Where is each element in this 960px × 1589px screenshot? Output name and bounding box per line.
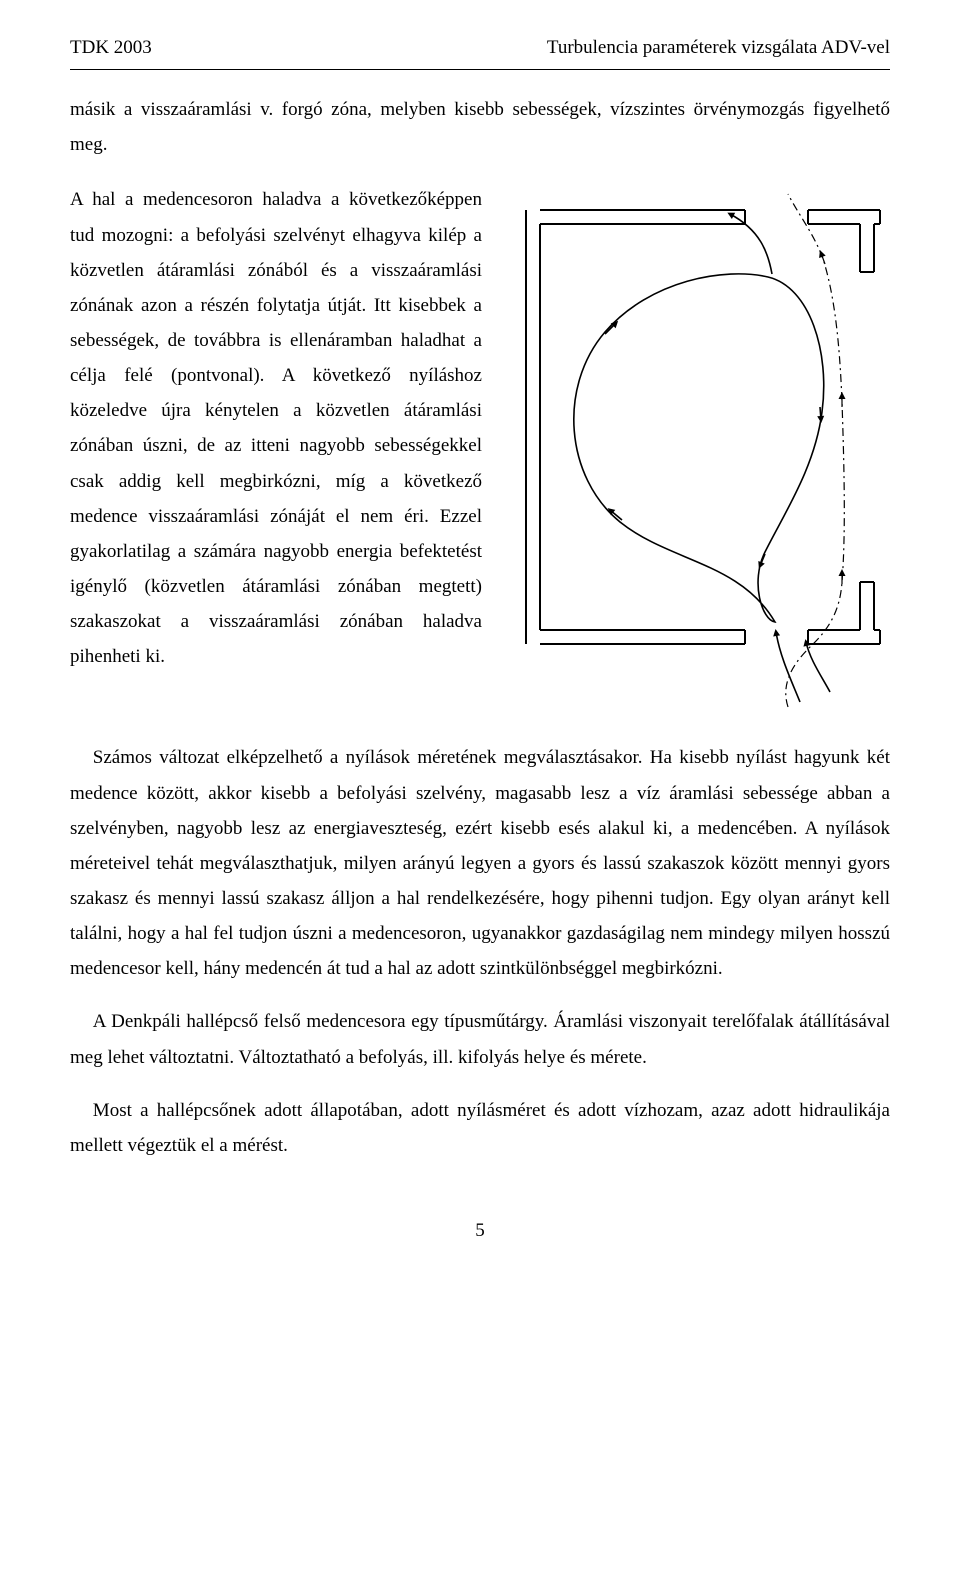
fish-arrow-3 bbox=[821, 253, 825, 264]
bottom-wall-group bbox=[540, 582, 880, 644]
header-rule bbox=[70, 69, 890, 70]
page-number: 5 bbox=[70, 1213, 890, 1248]
header-left: TDK 2003 bbox=[70, 30, 152, 65]
paragraph-4: Most a hallépcsőnek adott állapotában, a… bbox=[70, 1093, 890, 1163]
flow-diagram bbox=[510, 182, 890, 712]
flow-diagram-svg bbox=[510, 182, 890, 712]
paragraph-2: Számos változat elképzelhető a nyílások … bbox=[70, 740, 890, 986]
recirculation-loop bbox=[574, 274, 824, 622]
loop-arrow-3 bbox=[820, 407, 821, 420]
intro-paragraph: másik a visszaáramlási v. forgó zóna, me… bbox=[70, 92, 890, 162]
header-right: Turbulencia paraméterek vizsgálata ADV-v… bbox=[547, 30, 890, 65]
left-wall-group bbox=[526, 210, 540, 644]
wrap-paragraph: A hal a medencesoron haladva a következő… bbox=[70, 189, 482, 667]
top-wall-group bbox=[540, 210, 880, 272]
loop-arrow-2 bbox=[605, 323, 616, 334]
bottom-inflow-2 bbox=[806, 642, 830, 692]
page-header: TDK 2003 Turbulencia paraméterek vizsgál… bbox=[70, 30, 890, 65]
bottom-inflow bbox=[776, 632, 800, 702]
paragraph-3: A Denkpáli hallépcső felső medencesora e… bbox=[70, 1004, 890, 1074]
text-figure-wrap: A hal a medencesoron haladva a következő… bbox=[70, 182, 890, 722]
